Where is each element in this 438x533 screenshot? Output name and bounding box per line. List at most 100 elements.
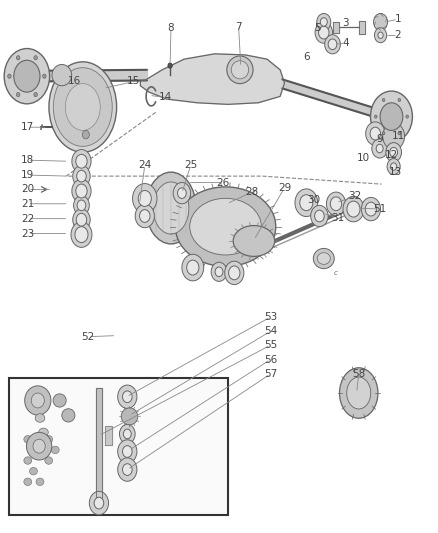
Text: 55: 55 [264,340,277,350]
Ellipse shape [227,56,253,84]
Ellipse shape [33,439,45,453]
Ellipse shape [314,210,324,222]
Ellipse shape [24,457,32,464]
Ellipse shape [31,393,44,408]
Ellipse shape [53,394,66,407]
Ellipse shape [229,266,240,280]
Text: 2: 2 [395,30,401,41]
Ellipse shape [376,144,383,153]
Ellipse shape [190,198,261,255]
Ellipse shape [45,435,53,443]
Text: 12: 12 [385,150,398,160]
Text: 58: 58 [352,369,365,379]
Ellipse shape [347,377,371,409]
Text: 14: 14 [159,92,173,102]
Text: 3: 3 [343,18,349,28]
Text: 4: 4 [343,38,349,48]
Ellipse shape [374,28,387,43]
Ellipse shape [29,446,37,454]
Polygon shape [106,426,113,445]
Ellipse shape [74,196,89,215]
Ellipse shape [75,227,88,243]
Ellipse shape [182,254,204,281]
Ellipse shape [317,253,330,264]
Circle shape [398,99,401,102]
Text: 22: 22 [21,214,35,224]
Ellipse shape [76,184,87,198]
Circle shape [383,123,405,150]
Circle shape [42,74,46,78]
Text: 32: 32 [349,191,362,201]
Circle shape [14,60,40,92]
Polygon shape [332,21,365,34]
Ellipse shape [177,188,186,198]
Circle shape [371,91,413,142]
Ellipse shape [123,391,132,402]
Text: 1: 1 [395,14,401,25]
Text: 54: 54 [264,326,277,336]
Ellipse shape [53,68,112,147]
Text: 52: 52 [81,332,95,342]
Text: 13: 13 [389,167,403,177]
Ellipse shape [325,35,340,54]
Ellipse shape [124,429,131,439]
Text: 10: 10 [357,152,370,163]
Ellipse shape [233,225,275,256]
Ellipse shape [24,478,32,486]
Ellipse shape [26,432,52,460]
Ellipse shape [133,183,157,213]
Text: 56: 56 [264,354,277,365]
Ellipse shape [175,187,276,266]
Text: 29: 29 [278,183,291,193]
Ellipse shape [72,179,91,203]
Ellipse shape [121,408,138,425]
Ellipse shape [347,201,360,217]
Ellipse shape [146,172,196,244]
Text: 51: 51 [373,204,386,214]
Text: 31: 31 [331,213,344,223]
Circle shape [374,13,388,30]
Ellipse shape [24,435,32,443]
Circle shape [34,55,37,60]
Ellipse shape [52,64,72,86]
Circle shape [8,74,11,78]
Circle shape [382,132,385,135]
Ellipse shape [118,440,137,463]
Ellipse shape [118,458,137,481]
Ellipse shape [387,159,400,174]
Text: 6: 6 [303,52,310,61]
Ellipse shape [313,248,334,269]
Ellipse shape [361,197,381,221]
Ellipse shape [29,467,37,475]
Ellipse shape [330,197,342,211]
Ellipse shape [135,204,154,228]
Ellipse shape [300,195,313,211]
Text: 9: 9 [376,134,383,144]
Text: 24: 24 [138,160,152,171]
Ellipse shape [315,22,332,43]
Circle shape [168,63,172,68]
Ellipse shape [386,143,402,162]
Circle shape [382,99,385,102]
Ellipse shape [365,202,377,216]
Ellipse shape [73,165,90,187]
Ellipse shape [153,182,189,234]
Text: 5: 5 [314,23,321,34]
Ellipse shape [343,196,364,222]
Text: 17: 17 [21,122,35,132]
Circle shape [374,115,377,118]
Ellipse shape [73,209,90,230]
Text: c: c [334,270,338,276]
Text: 25: 25 [184,160,197,171]
Text: 7: 7 [235,22,242,33]
Circle shape [16,92,20,96]
Polygon shape [141,54,285,104]
Ellipse shape [173,182,191,204]
Ellipse shape [65,84,100,131]
Ellipse shape [94,497,104,509]
Ellipse shape [51,446,59,454]
Ellipse shape [366,122,385,146]
Text: 57: 57 [264,369,277,379]
Ellipse shape [370,127,381,140]
Ellipse shape [76,155,87,168]
